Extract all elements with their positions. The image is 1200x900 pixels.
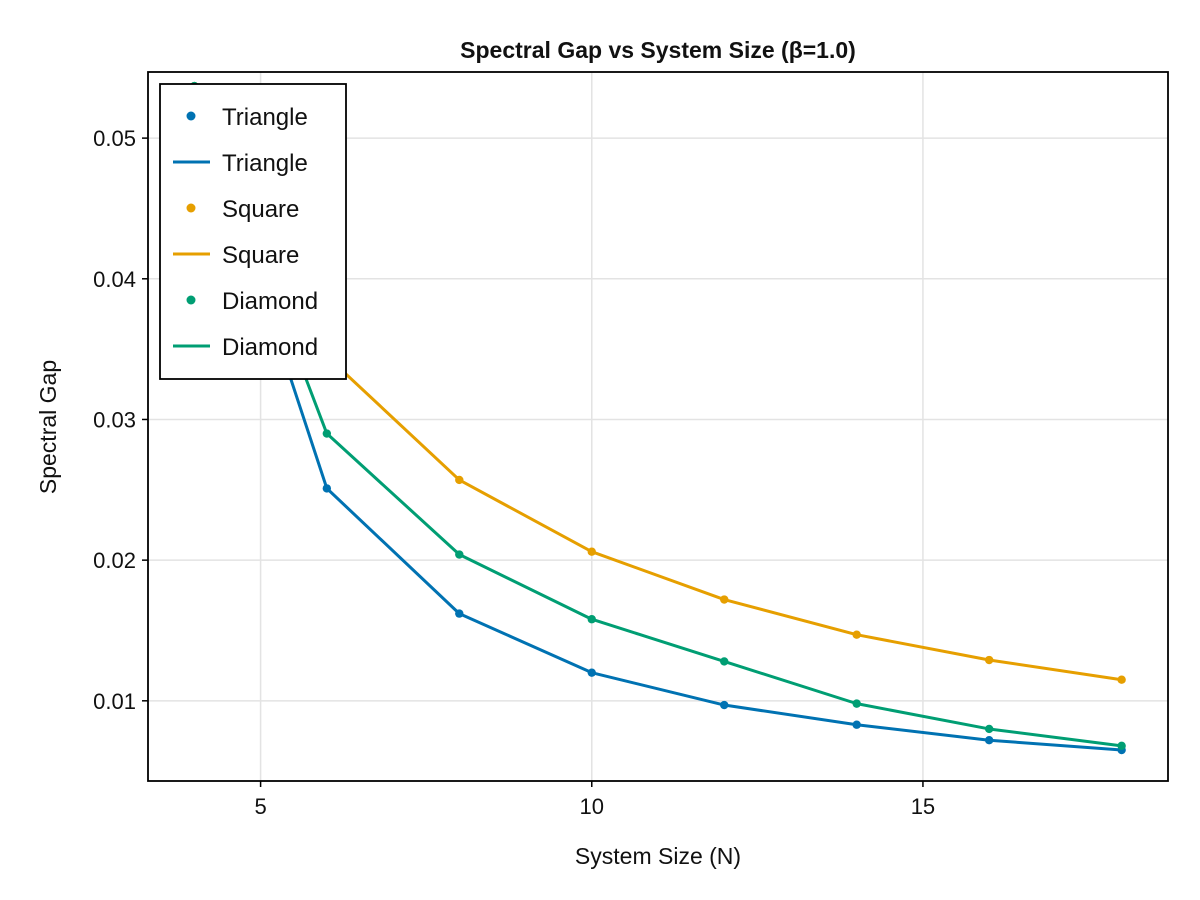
series-line-diamond: [192, 85, 1122, 748]
data-point-triangle: [322, 484, 332, 493]
data-point-square: [587, 547, 596, 556]
data-point-diamond: [587, 615, 596, 624]
data-point-triangle: [984, 736, 994, 745]
x-tick-label: 5: [254, 794, 266, 819]
chart-title: Spectral Gap vs System Size (β=1.0): [460, 37, 856, 63]
y-tick-label: 0.01: [93, 689, 136, 714]
legend-label: Triangle: [222, 150, 308, 177]
legend-label: Diamond: [222, 334, 318, 361]
data-point-square: [984, 655, 994, 665]
data-point-diamond: [720, 657, 729, 666]
series-line-square: [193, 85, 1122, 682]
data-point-triangle: [587, 668, 596, 677]
legend-box: [159, 83, 347, 380]
x-axis-label: System Size (N): [575, 843, 741, 869]
data-point-diamond: [1117, 741, 1126, 751]
legend-label: Triangle: [222, 104, 308, 131]
data-point-diamond: [455, 550, 464, 559]
y-tick-label: 0.02: [93, 548, 136, 573]
data-point-square: [455, 475, 464, 485]
data-point-triangle: [852, 720, 861, 729]
x-tick-label: 10: [580, 794, 604, 819]
legend-marker-swatch: [186, 295, 196, 305]
plot-frame: [147, 71, 1169, 782]
series-line-triangle: [192, 85, 1122, 752]
data-point-diamond: [852, 699, 861, 708]
y-tick-label: 0.04: [93, 267, 136, 292]
legend-label: Square: [222, 196, 299, 223]
legend-marker-swatch: [186, 111, 196, 121]
data-point-triangle: [455, 609, 464, 618]
x-tick-label: 15: [911, 794, 935, 819]
axis-ticks: 5 10 15 0.01 0.02 0.03 0.04 0.05: [93, 126, 935, 819]
data-point-diamond: [984, 724, 994, 734]
y-axis-label: Spectral Gap: [35, 360, 61, 494]
data-point-square: [852, 630, 861, 639]
data-point-square: [720, 595, 729, 604]
y-tick-label: 0.03: [93, 407, 136, 432]
data-point-diamond: [322, 429, 332, 438]
data-point-triangle: [720, 700, 729, 710]
legend: Triangle Triangle Square Square Diamond Diamo…: [159, 83, 347, 380]
legend-marker-swatch: [186, 203, 196, 213]
y-tick-label: 0.05: [93, 126, 136, 151]
legend-label: Square: [222, 242, 299, 269]
legend-label: Diamond: [222, 288, 318, 315]
data-point-square: [1117, 675, 1126, 684]
